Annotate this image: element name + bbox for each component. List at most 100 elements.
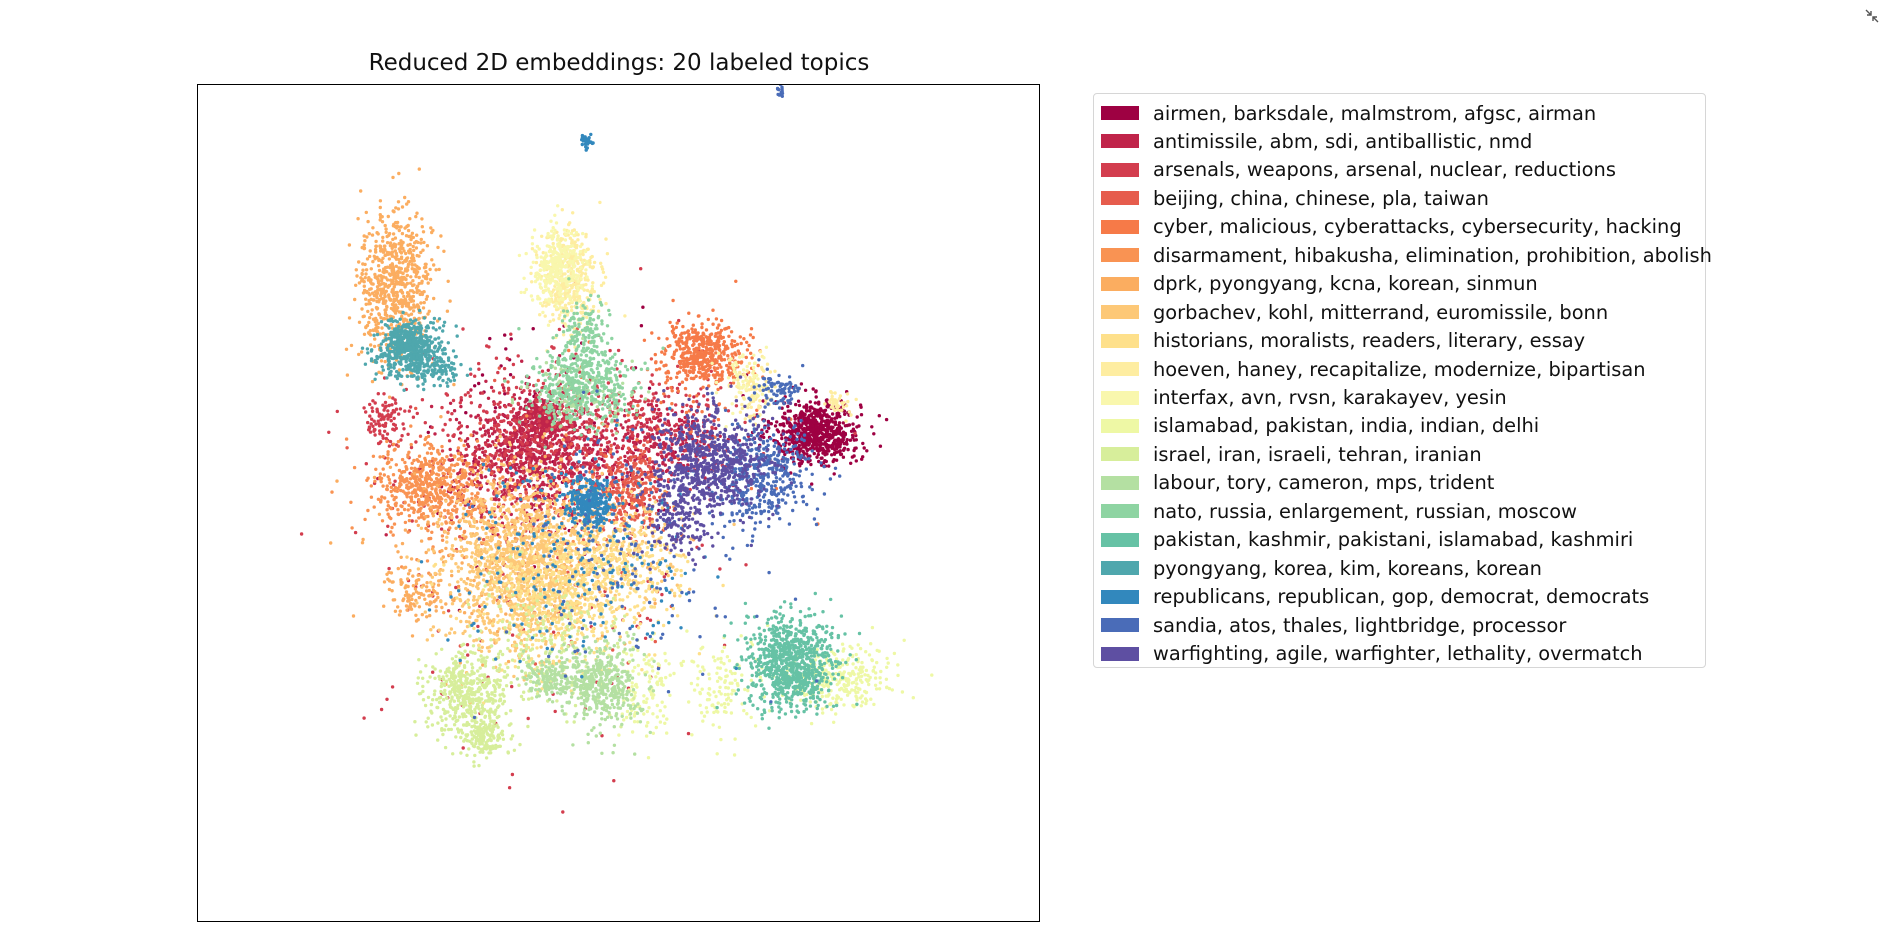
- data-point: [793, 417, 797, 421]
- data-point: [516, 354, 520, 358]
- data-point: [431, 522, 436, 526]
- data-point: [364, 272, 368, 276]
- data-point: [489, 418, 493, 422]
- data-point: [495, 435, 499, 440]
- data-point: [583, 446, 588, 451]
- data-point: [709, 339, 713, 344]
- data-point: [723, 327, 727, 331]
- data-point: [526, 428, 530, 432]
- data-point: [503, 452, 507, 456]
- data-point: [409, 445, 414, 450]
- data-point: [782, 416, 786, 420]
- data-point: [783, 452, 787, 457]
- data-point: [825, 398, 829, 402]
- data-point: [854, 438, 858, 442]
- data-point: [665, 337, 669, 341]
- data-point: [393, 502, 397, 506]
- data-point: [399, 488, 403, 493]
- data-point: [612, 442, 616, 446]
- data-point: [394, 407, 399, 411]
- data-point: [498, 430, 502, 434]
- data-point: [705, 342, 709, 346]
- data-point: [626, 487, 630, 492]
- data-point: [528, 389, 532, 393]
- data-point: [786, 409, 790, 413]
- data-point: [668, 320, 672, 325]
- data-point: [762, 435, 766, 440]
- data-point: [767, 426, 771, 430]
- data-point: [805, 452, 809, 456]
- data-point: [408, 297, 412, 301]
- data-point: [671, 331, 675, 335]
- data-point: [490, 471, 494, 476]
- data-point: [662, 364, 666, 368]
- data-point: [508, 373, 513, 377]
- data-point: [493, 401, 497, 406]
- data-point: [469, 372, 473, 376]
- data-point: [553, 436, 557, 441]
- data-point: [477, 367, 481, 371]
- data-point: [548, 460, 552, 464]
- data-point: [649, 357, 654, 361]
- data-point: [484, 418, 488, 422]
- data-point: [378, 455, 382, 459]
- data-point: [840, 438, 844, 442]
- data-point: [493, 474, 497, 478]
- data-point: [473, 445, 478, 449]
- data-point: [814, 395, 818, 399]
- data-point: [794, 402, 798, 407]
- data-point: [452, 382, 456, 387]
- data-point: [493, 410, 497, 414]
- data-point: [421, 490, 425, 494]
- data-point: [502, 488, 506, 492]
- data-point: [653, 639, 657, 644]
- data-point: [749, 486, 754, 491]
- data-point: [555, 448, 559, 453]
- data-point: [815, 433, 819, 437]
- data-point: [514, 385, 519, 390]
- data-point: [491, 427, 496, 431]
- data-point: [448, 447, 452, 452]
- data-point: [653, 352, 657, 357]
- data-point: [841, 421, 845, 425]
- data-point: [382, 392, 386, 396]
- data-point: [421, 306, 426, 310]
- data-point: [443, 480, 447, 485]
- data-point: [414, 406, 418, 411]
- data-point: [711, 308, 715, 312]
- data-point: [528, 392, 532, 396]
- data-point: [723, 344, 728, 349]
- data-point: [596, 408, 600, 412]
- data-point: [809, 405, 813, 409]
- data-point: [676, 364, 680, 368]
- data-point: [717, 377, 722, 381]
- data-point: [506, 391, 510, 395]
- data-point: [535, 429, 540, 433]
- data-point: [510, 633, 515, 637]
- data-point: [478, 404, 482, 409]
- data-point: [614, 437, 618, 441]
- data-point: [716, 387, 720, 392]
- data-point: [461, 462, 466, 466]
- data-point: [498, 405, 502, 409]
- data-point: [814, 438, 818, 442]
- data-point: [529, 463, 533, 468]
- data-point: [414, 246, 419, 250]
- data-point: [436, 478, 440, 482]
- data-point: [641, 305, 645, 309]
- data-point: [478, 427, 483, 431]
- data-point: [380, 519, 385, 523]
- data-point: [407, 491, 411, 495]
- data-point: [691, 360, 695, 364]
- data-point: [657, 382, 661, 386]
- data-point: [482, 515, 487, 519]
- data-point: [614, 486, 619, 491]
- data-point: [456, 451, 461, 456]
- data-point: [522, 484, 527, 489]
- data-point: [398, 289, 403, 293]
- data-point: [822, 433, 826, 437]
- data-point: [640, 498, 644, 502]
- data-point: [475, 439, 480, 443]
- data-point: [354, 283, 358, 287]
